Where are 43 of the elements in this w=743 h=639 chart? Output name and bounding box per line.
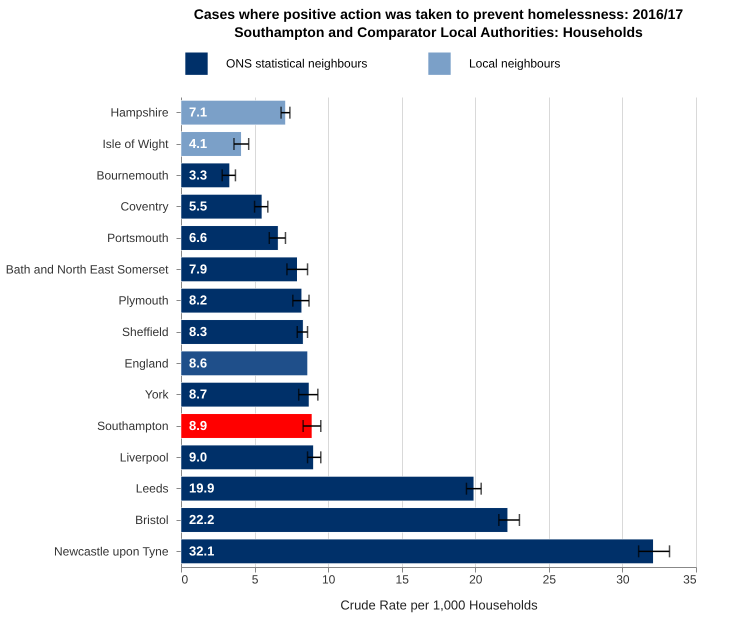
data-label: 8.7 xyxy=(189,386,208,402)
y-tick-label: Southampton xyxy=(97,419,168,433)
data-label: 9.0 xyxy=(189,449,208,464)
x-axis-title: Crude Rate per 1,000 Households xyxy=(340,598,538,612)
data-label: 32.1 xyxy=(189,543,214,558)
y-tick-label: Bristol xyxy=(135,513,168,527)
y-tick-label: Isle of Wight xyxy=(102,137,170,151)
data-label: 19.9 xyxy=(189,480,214,496)
y-tick-label: Bath and North East Somerset xyxy=(6,262,170,276)
y-tick-label: Hampshire xyxy=(110,106,169,120)
y-tick-label: England xyxy=(124,356,168,370)
data-label: 8.9 xyxy=(189,418,208,433)
y-tick-label: Coventry xyxy=(120,200,168,214)
x-tick-label: 30 xyxy=(616,572,630,586)
data-label: 22.2 xyxy=(189,512,214,527)
y-tick-label: Bournemouth xyxy=(96,168,168,182)
data-label: 7.9 xyxy=(189,261,208,276)
y-tick-label: Newcastle upon Tyne xyxy=(54,544,169,558)
y-tick-label: Plymouth xyxy=(118,294,168,308)
y-tick-label: Sheffield xyxy=(122,325,168,339)
x-tick-label: 25 xyxy=(542,572,556,586)
y-tick-label: Portsmouth xyxy=(107,231,168,245)
legend-label: ONS statistical neighbours xyxy=(226,56,368,71)
x-tick-label: 20 xyxy=(469,572,483,586)
chart-subtitle: Southampton and Comparator Local Authorities: Households xyxy=(234,24,644,40)
data-label: 8.6 xyxy=(189,355,208,370)
chart-title: Cases where positive action was taken to prevent homelessness: 2016/17 xyxy=(194,6,684,22)
data-label: 5.5 xyxy=(189,198,208,214)
y-tick-label: Leeds xyxy=(136,482,168,496)
data-label: 8.2 xyxy=(189,292,208,308)
data-label: 4.1 xyxy=(189,136,208,151)
x-tick-label: 0 xyxy=(182,572,188,586)
x-tick-label: 5 xyxy=(252,572,259,586)
legend-label: Local neighbours xyxy=(469,56,560,71)
x-tick-label: 35 xyxy=(683,572,697,586)
y-tick-label: Liverpool xyxy=(120,450,168,464)
x-tick-label: 10 xyxy=(322,572,336,586)
y-tick-label: York xyxy=(144,388,170,402)
data-label: 6.6 xyxy=(189,230,208,245)
data-label: 3.3 xyxy=(189,167,208,182)
x-tick-label: 15 xyxy=(396,572,410,586)
data-label: 8.3 xyxy=(189,324,208,339)
data-label: 7.1 xyxy=(189,104,208,120)
